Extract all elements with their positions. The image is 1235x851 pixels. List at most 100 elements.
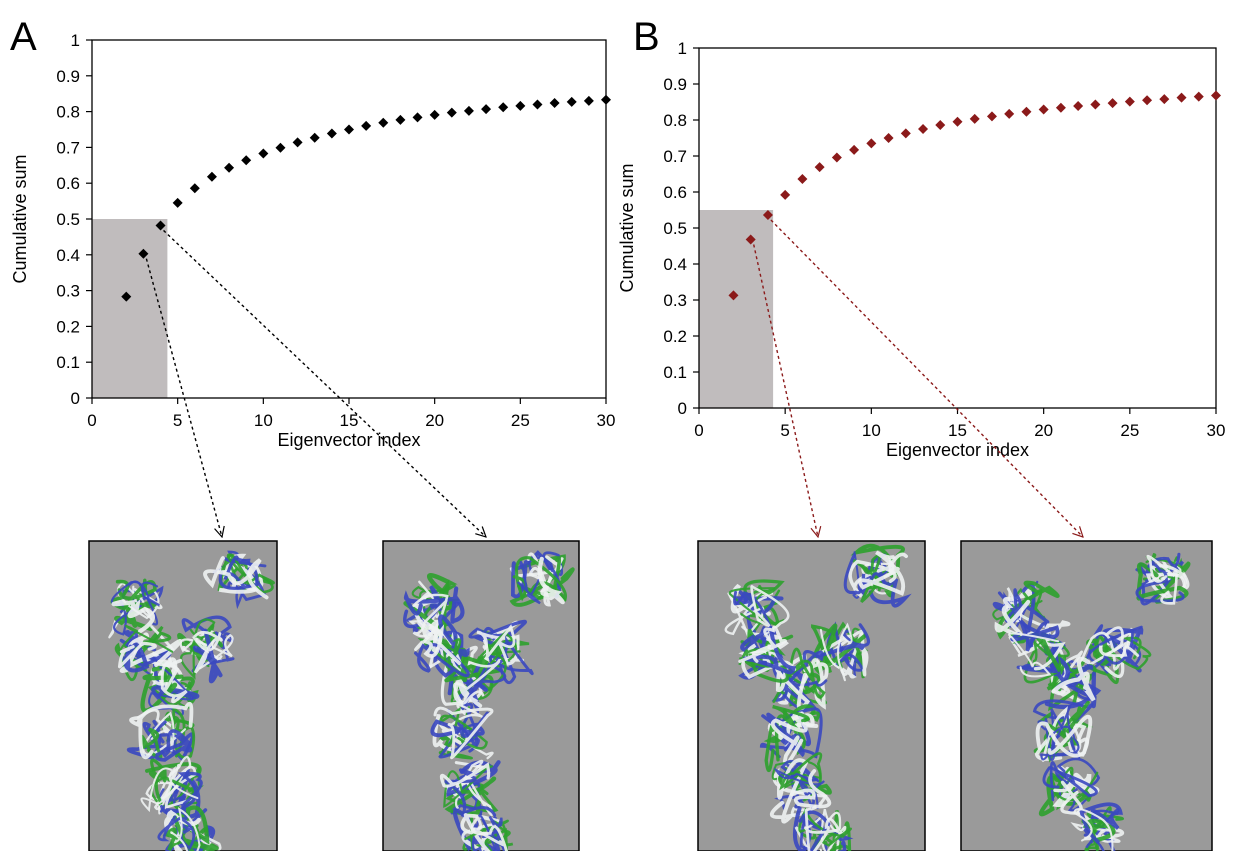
y-tick-label: 0.8 <box>56 103 80 122</box>
data-point <box>900 128 911 139</box>
data-point <box>1124 96 1135 107</box>
plot-frame-b <box>698 47 1217 409</box>
ribbon-strand <box>439 762 491 788</box>
ribbon-strand <box>1051 656 1096 702</box>
y-axis-title-b: Cumulative sum <box>617 163 637 292</box>
ribbon-strand <box>453 659 501 708</box>
ribbon-strand <box>1146 554 1178 605</box>
ribbon-strand <box>743 625 797 675</box>
ribbon-strand <box>1135 562 1185 603</box>
y-tick-label: 0.5 <box>56 210 80 229</box>
data-point <box>1021 106 1032 117</box>
ribbon-strand <box>444 776 497 816</box>
y-tick-label: 0.9 <box>56 67 80 86</box>
protein-structure-image <box>88 540 278 851</box>
x-tick-label: 30 <box>1207 421 1226 440</box>
ribbon-strand <box>1073 808 1114 851</box>
data-point <box>326 128 337 139</box>
ribbon-strand <box>764 711 820 773</box>
callout-arrow <box>163 229 486 537</box>
y-tick-label: 0.7 <box>663 147 687 166</box>
y-tick-label: 1 <box>678 39 687 58</box>
ribbon-strand <box>517 560 541 605</box>
data-point <box>1193 91 1204 102</box>
y-tick-label: 0.7 <box>56 138 80 157</box>
data-point <box>309 132 320 143</box>
ribbon-strand <box>860 554 881 603</box>
data-point <box>1176 92 1187 103</box>
ribbon-strand <box>1008 632 1060 678</box>
x-tick-label: 10 <box>254 411 273 430</box>
ribbon-strand <box>759 707 823 759</box>
data-point <box>1038 104 1049 115</box>
y-tick-label: 0.3 <box>663 291 687 310</box>
ribbon-strand <box>1035 714 1093 758</box>
ribbon-strand <box>111 598 155 638</box>
y-tick-label: 0.8 <box>663 111 687 130</box>
data-point <box>849 144 860 155</box>
ribbon-strand <box>789 769 831 809</box>
ribbon-strand <box>819 808 847 851</box>
data-point <box>412 112 423 123</box>
y-tick-label: 0.6 <box>663 183 687 202</box>
data-point <box>138 248 149 259</box>
data-point <box>762 210 773 221</box>
ribbon-strand <box>148 666 195 716</box>
y-tick-label: 0.4 <box>56 246 80 265</box>
ribbon-strand <box>403 585 446 629</box>
data-point <box>952 116 963 127</box>
data-points-b <box>728 90 1221 301</box>
data-point <box>155 220 166 231</box>
ribbon-strand <box>191 630 224 674</box>
data-point <box>275 142 286 153</box>
data-point <box>1211 90 1221 101</box>
data-point <box>549 98 560 109</box>
data-point <box>121 291 132 302</box>
protein-structure-image <box>382 540 580 851</box>
ribbon-strand <box>162 815 219 851</box>
protein-structure-image <box>960 540 1213 851</box>
ribbon-strand <box>1037 708 1081 761</box>
data-point <box>969 113 980 124</box>
data-point <box>986 111 997 122</box>
data-point <box>378 117 389 128</box>
x-tick-label: 15 <box>340 411 359 430</box>
plot-border-a <box>91 39 607 399</box>
panel-label-b: B <box>633 15 660 59</box>
data-point <box>918 124 929 134</box>
structure-images <box>88 540 1213 851</box>
data-point <box>429 109 440 120</box>
highlight-region-b <box>699 210 774 408</box>
data-point <box>1004 108 1015 119</box>
data-point <box>241 155 252 166</box>
x-tick-label: 25 <box>511 411 530 430</box>
ribbon-strand <box>848 552 908 598</box>
data-point <box>189 183 200 194</box>
ribbon-strand <box>114 600 158 632</box>
y-tick-label: 0 <box>71 389 80 408</box>
ribbon-strand <box>537 556 565 605</box>
data-point <box>866 138 877 149</box>
ribbon-strand <box>1042 766 1098 798</box>
y-axis-title-a: Cumulative sum <box>10 154 30 283</box>
data-point <box>224 162 235 173</box>
data-point <box>206 171 217 182</box>
ribbon-strand <box>772 659 826 703</box>
data-point <box>780 189 791 200</box>
arrows-a <box>145 229 486 537</box>
ribbon-strand <box>433 706 494 760</box>
ribbon-strand <box>154 729 193 762</box>
ribbon-strand <box>795 810 842 851</box>
ribbon-strand <box>129 702 194 759</box>
data-point <box>258 148 269 159</box>
data-point <box>1055 102 1066 113</box>
x-tick-label: 30 <box>597 411 616 430</box>
x-tick-label: 5 <box>173 411 182 430</box>
x-axis-title-a: Eigenvector index <box>277 430 420 450</box>
y-tick-label: 1 <box>71 31 80 50</box>
ribbon-strand <box>1032 632 1070 671</box>
data-point <box>601 94 611 105</box>
x-tick-label: 20 <box>1034 421 1053 440</box>
panel-label-a: A <box>10 15 37 59</box>
data-point <box>797 174 808 185</box>
